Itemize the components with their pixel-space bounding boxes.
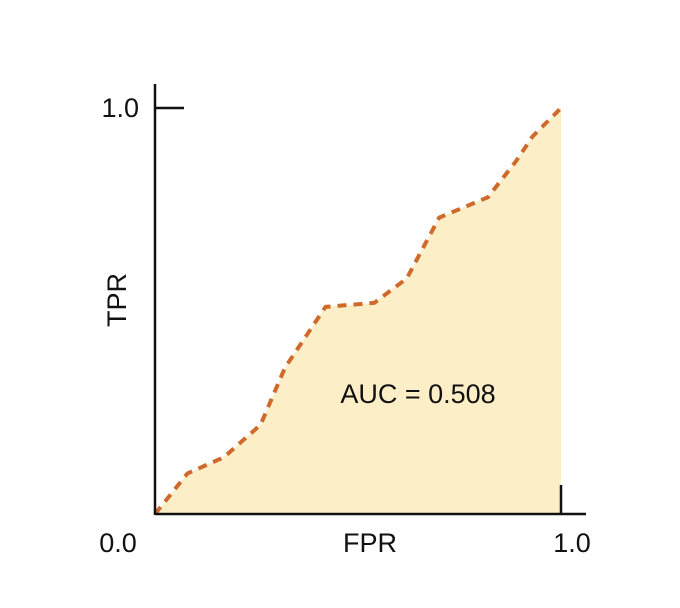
x-tick-label-left: 0.0: [99, 528, 137, 558]
roc-curve-line: [153, 106, 563, 516]
x-axis-label: FPR: [343, 528, 397, 558]
x-tick-label-right: 1.0: [553, 528, 591, 558]
auc-annotation: AUC = 0.508: [340, 379, 495, 409]
y-axis-label: TPR: [102, 273, 132, 327]
auc-area-fill: [155, 108, 561, 514]
y-tick-label-top: 1.0: [101, 93, 139, 123]
